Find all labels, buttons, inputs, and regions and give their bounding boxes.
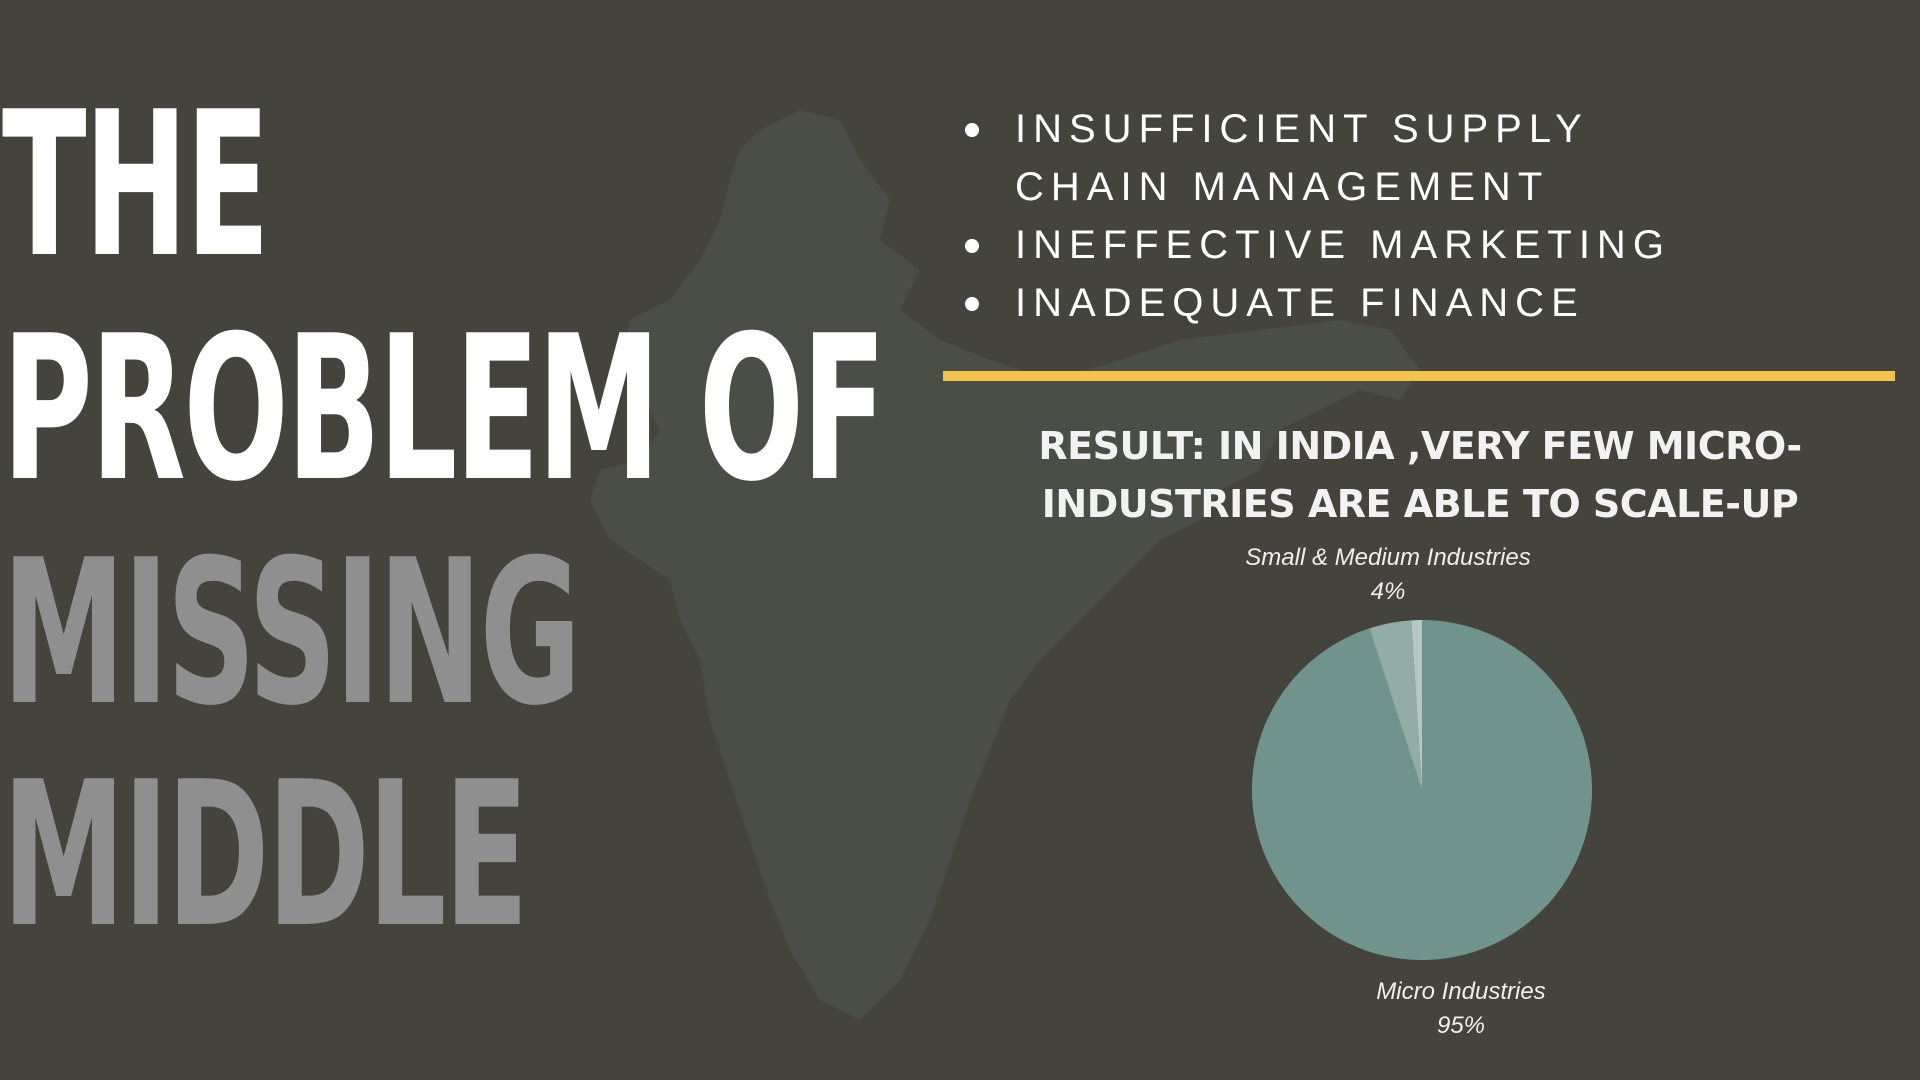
result-statement: RESULT: IN INDIA ,VERY FEW MICRO-INDUSTR… [1038,424,1802,526]
bullet-item: INSUFFICIENT SUPPLY CHAIN MANAGEMENT [958,100,1718,216]
title-line-4: MIDDLE [2,739,529,972]
pie-chart [1252,620,1592,960]
bullet-dot-icon [965,297,979,311]
bullet-text: INADEQUATE FINANCE [1015,281,1585,325]
pie-label-sme: Small & Medium Industries 4% [1238,541,1538,609]
pie-label-micro: Micro Industries 95% [1311,975,1611,1043]
bullet-item: INADEQUATE FINANCE [958,274,1718,332]
bullet-item: INEFFECTIVE MARKETING [958,216,1718,274]
india-map-path [590,110,1420,1020]
title-line-3: MISSING [2,517,581,750]
bullet-dot-icon [965,239,979,253]
accent-divider [943,371,1895,381]
pie-slice-large [1411,620,1422,790]
pie-slice-sme [1369,620,1422,790]
bullet-text: INEFFECTIVE MARKETING [1015,223,1671,267]
title-line-1: THE [2,69,270,302]
bullet-text: INSUFFICIENT SUPPLY CHAIN MANAGEMENT [1015,107,1589,209]
india-map-shape [590,110,1420,1020]
pie-label-micro-value: 95% [1436,1012,1486,1039]
bullet-list: INSUFFICIENT SUPPLY CHAIN MANAGEMENT INE… [958,100,1718,332]
pie-label-sme-value: 4% [1370,578,1406,605]
bullet-dot-icon [965,123,979,137]
pie-label-micro-name: Micro Industries [1376,978,1546,1005]
title-line-2: PROBLEM OF [2,293,886,526]
pie-label-sme-name: Small & Medium Industries [1245,544,1531,571]
